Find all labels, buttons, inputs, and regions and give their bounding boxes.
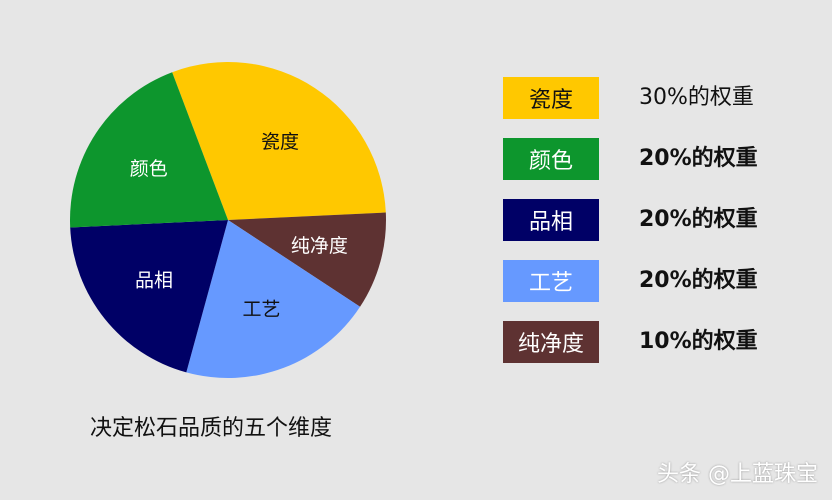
pie-slice-label: 瓷度 bbox=[261, 131, 299, 153]
pie-slice-label: 颜色 bbox=[130, 158, 168, 180]
pie-slice-label: 纯净度 bbox=[291, 235, 348, 257]
legend-swatch: 纯净度 bbox=[503, 321, 599, 363]
pie-slice bbox=[172, 62, 386, 221]
pie-slice-label: 品相 bbox=[135, 269, 173, 291]
legend-row-ci: 瓷度 30%的权重 bbox=[503, 77, 832, 119]
legend-text: 10%的权重 bbox=[639, 329, 758, 354]
chart-caption: 决定松石品质的五个维度 bbox=[90, 416, 333, 441]
watermark: 头条 @上蓝珠宝 bbox=[657, 462, 818, 487]
legend-swatch: 瓷度 bbox=[503, 77, 599, 119]
pie-slice-label: 工艺 bbox=[243, 299, 281, 321]
pie-slice bbox=[70, 220, 228, 373]
legend-text: 30%的权重 bbox=[639, 85, 754, 110]
legend-row-purity: 纯净度 10%的权重 bbox=[503, 321, 832, 363]
legend-row-color: 颜色 20%的权重 bbox=[503, 138, 832, 180]
legend-text: 20%的权重 bbox=[639, 268, 758, 293]
legend-row-craft: 工艺 20%的权重 bbox=[503, 260, 832, 302]
legend-swatch: 工艺 bbox=[503, 260, 599, 302]
pie-slice bbox=[70, 72, 228, 228]
pie-slice bbox=[228, 212, 386, 307]
legend-row-appearance: 品相 20%的权重 bbox=[503, 199, 832, 241]
legend-text: 20%的权重 bbox=[639, 207, 758, 232]
pie-slice bbox=[186, 220, 361, 378]
legend-swatch: 品相 bbox=[503, 199, 599, 241]
legend-text: 20%的权重 bbox=[639, 146, 758, 171]
legend-swatch: 颜色 bbox=[503, 138, 599, 180]
